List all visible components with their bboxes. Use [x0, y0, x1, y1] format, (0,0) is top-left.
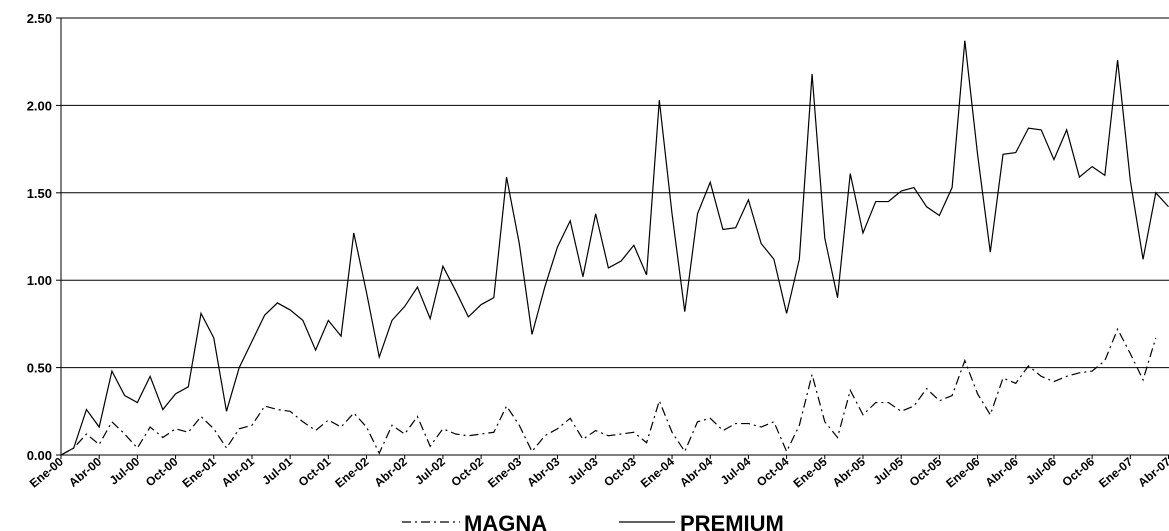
x-tick-label: Oct-02: [448, 454, 486, 489]
x-tick-label: Abr-02: [372, 454, 410, 489]
x-tick-label: Jul-04: [718, 454, 754, 487]
x-tick-label: Ene-06: [943, 454, 982, 490]
y-tick-label: 1.00: [27, 273, 52, 288]
gridlines: [61, 17, 1169, 369]
x-tick-label: Ene-01: [180, 454, 219, 490]
x-tick-label: Ene-03: [485, 454, 524, 490]
x-axis-tick-labels: Ene-00 Abr-00 Jul-00 Oct-00 Ene-01 Abr-01 Jul-…: [27, 454, 1169, 490]
x-tick-label: Oct-06: [1059, 454, 1097, 489]
x-tick-label: Jul-01: [259, 454, 295, 487]
x-tick-label: Oct-03: [601, 454, 639, 489]
axes: [56, 17, 1169, 459]
x-tick-label: Jul-02: [412, 454, 448, 487]
y-tick-label: 2.50: [27, 11, 52, 26]
x-tick-label: Oct-05: [907, 454, 945, 489]
x-tick-label: Jul-00: [107, 454, 143, 487]
y-tick-label: 0.50: [27, 361, 52, 376]
x-tick-label: Abr-03: [524, 454, 562, 489]
series-line-premium: [60, 40, 1169, 456]
y-tick-label: 1.50: [27, 186, 52, 201]
x-tick-label: Abr-07: [1135, 454, 1169, 489]
legend: MAGNA PREMIUM: [402, 511, 784, 531]
x-tick-label: Ene-04: [638, 454, 677, 490]
x-tick-label: Oct-00: [143, 454, 181, 489]
x-tick-label: Ene-02: [332, 454, 371, 490]
x-tick-label: Jul-05: [871, 454, 907, 487]
x-tick-label: Ene-05: [791, 454, 830, 490]
x-tick-label: Jul-06: [1023, 454, 1059, 487]
y-axis-tick-labels: 0.00 0.50 1.00 1.50 2.00 2.50: [27, 11, 52, 463]
x-tick-label: Abr-04: [677, 454, 715, 489]
legend-label-premium: PREMIUM: [680, 511, 784, 531]
x-tick-label: Jul-03: [565, 454, 601, 487]
x-tick-label: Oct-04: [754, 454, 792, 489]
x-tick-label: Abr-00: [66, 454, 104, 489]
x-tick-label: Oct-01: [296, 454, 334, 489]
y-tick-label: 2.00: [27, 98, 52, 113]
x-tick-label: Ene-07: [1096, 454, 1135, 490]
series-line-magna: [60, 327, 1157, 456]
x-tick-label: Abr-01: [219, 454, 257, 489]
x-tick-label: Abr-05: [830, 454, 868, 489]
x-tick-label: Abr-06: [983, 454, 1021, 489]
legend-label-magna: MAGNA: [464, 511, 547, 531]
y-tick-label: 0.00: [27, 448, 52, 463]
series-lines: [60, 40, 1169, 456]
